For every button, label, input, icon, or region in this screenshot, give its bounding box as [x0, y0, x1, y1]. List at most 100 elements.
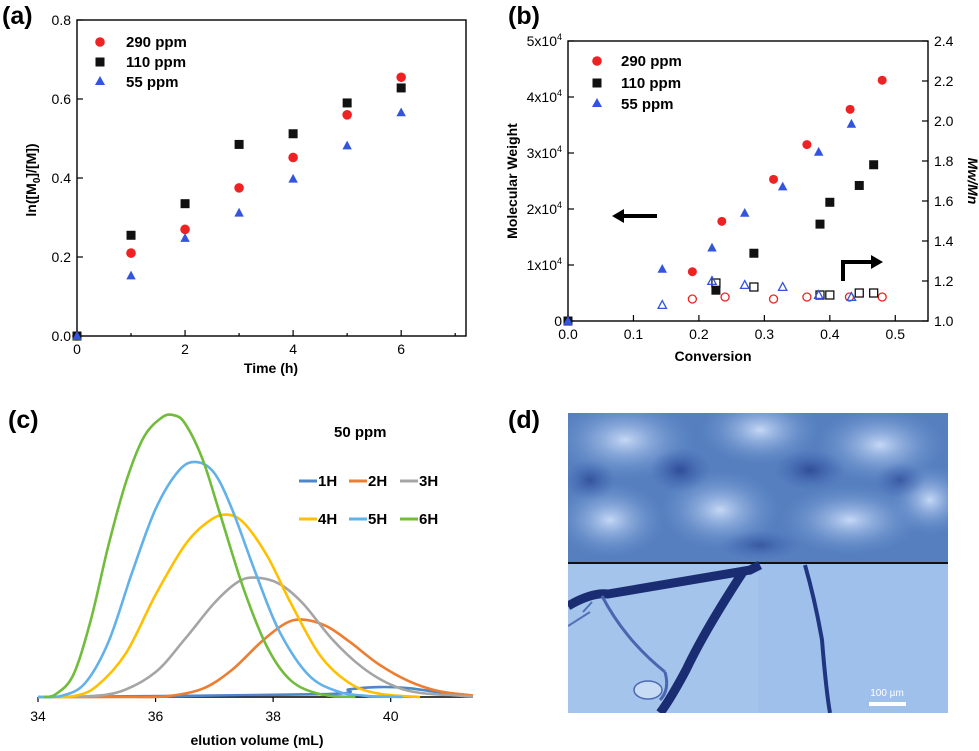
panel-a-ticks: 0 2 4 6 0.0 0.2 0.4 0.6 0.8	[52, 12, 456, 357]
legend-c-4h-label: 4H	[318, 511, 337, 528]
b-point-triangle	[706, 275, 718, 286]
a-point-triangle	[180, 233, 190, 242]
panel-label-c: (c)	[8, 406, 39, 434]
legend-a-110-marker	[95, 57, 105, 67]
panel-label-b: (b)	[508, 2, 540, 30]
a-point-square	[234, 139, 244, 149]
a-ytick-label: 0.2	[52, 249, 72, 265]
b-point-triangle	[739, 279, 751, 290]
b-point-circle	[802, 140, 812, 150]
a-point-triangle	[234, 207, 244, 217]
panel-a-ylabel: ln([M0]/[M])	[23, 143, 43, 216]
legend-b-290-marker	[592, 56, 602, 66]
b-ytick-label: 3x104	[527, 144, 562, 161]
b-point-square	[854, 288, 864, 298]
a-point-square	[288, 129, 298, 139]
legend-c-3h-label: 3H	[419, 473, 438, 490]
c-line-6H	[43, 413, 356, 699]
b-point-circle	[717, 216, 727, 226]
a-point-square	[180, 199, 190, 209]
c-xtick-label: 40	[383, 708, 399, 724]
panel-b-y2label: Mw/Mn	[965, 158, 979, 205]
a-ytick-label: 0.8	[52, 12, 72, 28]
c-xtick-label: 36	[148, 708, 164, 724]
b-point-triangle	[846, 118, 857, 128]
panel-b-legend: 290 ppm 110 ppm 55 ppm	[592, 53, 682, 113]
b-y2tick-label: 2.2	[934, 73, 954, 89]
b-ytick-exp: 4	[557, 32, 562, 42]
c-line-4H	[37, 513, 421, 699]
b-point-circle	[802, 292, 812, 302]
legend-b-290-label: 290 ppm	[621, 53, 682, 70]
b-xtick-label: 0.3	[755, 326, 775, 342]
b-point-triangle	[740, 207, 750, 217]
b-point-square	[825, 197, 835, 207]
b-ytick-label: 4x104	[527, 88, 562, 105]
a-ytick-label: 0.6	[52, 91, 72, 107]
a-point-square	[396, 83, 406, 93]
legend-c-6h-label: 6H	[419, 511, 438, 528]
panel-label-d: (d)	[508, 406, 540, 434]
b-xtick-label: 0.0	[558, 326, 578, 342]
a-point-circle	[180, 224, 190, 235]
legend-a-55-label: 55 ppm	[126, 74, 179, 91]
b-point-square	[711, 285, 721, 295]
panel-c-legend: 1H 2H 3H 4H 5H 6H	[299, 473, 438, 528]
c-xtick-label: 34	[30, 708, 46, 724]
b-point-triangle	[813, 146, 824, 156]
b-point-square	[825, 290, 835, 300]
legend-b-110-marker	[592, 78, 602, 88]
panel-a-ylabel-part1: ln([M	[23, 183, 39, 216]
panel-c-lines	[37, 413, 474, 699]
c-line-2H	[37, 618, 474, 699]
panel-c-title: 50 ppm	[334, 424, 387, 441]
b-y2tick-label: 1.2	[934, 273, 954, 289]
c-line-1H	[37, 685, 474, 699]
b-point-triangle	[656, 299, 668, 310]
a-point-circle	[234, 183, 244, 193]
b-ytick-exp: 4	[557, 200, 562, 210]
b-y2tick-label: 1.0	[934, 313, 954, 329]
legend-b-55-marker	[592, 98, 602, 107]
a-point-circle	[126, 248, 136, 258]
panel-b-marks	[563, 75, 887, 326]
b-point-circle	[769, 174, 779, 184]
b-point-triangle	[707, 242, 717, 252]
b-y2tick-label: 1.8	[934, 153, 954, 169]
panel-a-ylabel-part2: ]/[M])	[23, 143, 39, 177]
b-xtick-label: 0.5	[886, 326, 906, 342]
b-point-square	[815, 219, 825, 229]
scale-bar-label: 100 µm	[870, 688, 904, 699]
a-point-triangle	[396, 107, 406, 117]
b-point-triangle	[563, 316, 573, 325]
legend-b-55-label: 55 ppm	[621, 96, 674, 113]
legend-a-290-label: 290 ppm	[126, 34, 187, 51]
b-point-circle	[877, 75, 887, 85]
panel-d: 100 µm	[568, 413, 948, 713]
b-point-square	[869, 160, 879, 170]
legend-b-110-label: 110 ppm	[621, 75, 681, 92]
legend-c-5h-label: 5H	[368, 511, 387, 528]
legend-c-1h-label: 1H	[318, 473, 337, 490]
panel-c-xlabel: elution volume (mL)	[191, 732, 324, 748]
a-point-square	[342, 98, 352, 108]
b-point-circle	[687, 267, 697, 277]
panel-c-ticks: 34 36 38 40	[30, 697, 399, 724]
left-arrow-icon	[612, 209, 657, 223]
b-point-circle	[768, 294, 779, 304]
a-point-circle	[342, 110, 352, 120]
b-point-triangle	[846, 291, 857, 302]
right-hook-arrow-icon	[841, 255, 883, 281]
b-point-circle	[845, 104, 855, 114]
panel-a-marks	[72, 72, 406, 341]
crack-horizontal	[568, 560, 763, 610]
legend-a-110-label: 110 ppm	[126, 54, 186, 71]
panel-a-xlabel: Time (h)	[244, 360, 298, 376]
a-point-triangle	[288, 173, 298, 183]
b-point-circle	[877, 292, 887, 302]
b-ytick-label: 0	[554, 313, 562, 329]
panel-a-legend: 290 ppm 110 ppm 55 ppm	[95, 34, 187, 91]
b-point-square	[749, 282, 759, 292]
legend-a-55-marker	[95, 76, 105, 85]
